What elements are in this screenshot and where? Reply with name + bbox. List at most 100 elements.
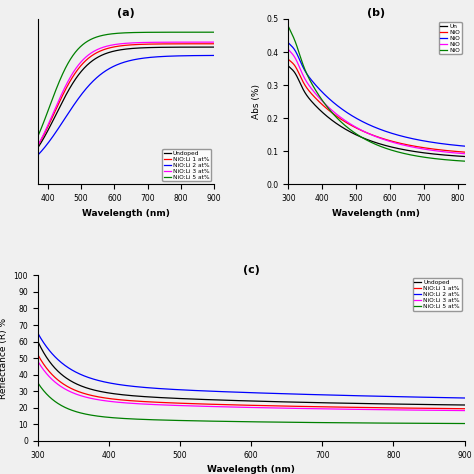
Line: NiO:Li 2 at%: NiO:Li 2 at%	[288, 43, 465, 146]
NiO:Li 1 at%	[285, 56, 291, 62]
Undoped	[320, 400, 326, 406]
NiO:Li 1 at%	[110, 396, 116, 402]
Legend: Undoped, NiO:Li 1 at%, NiO:Li 2 at%, NiO:Li 3 at%, NiO:Li 5 at%: Undoped, NiO:Li 1 at%, NiO:Li 2 at%, NiO…	[163, 149, 211, 182]
NiO:Li 5 at%	[119, 30, 125, 36]
NiO:Li 1 at%	[365, 130, 371, 136]
NiO:Li 3 at%	[35, 358, 41, 364]
NiO:Li 2 at%	[180, 53, 185, 59]
NiO:Li 2 at%	[365, 121, 371, 127]
NiO:Li 2 at%	[331, 100, 337, 105]
Line: NiO:Li 5 at%: NiO:Li 5 at%	[38, 383, 465, 424]
NiO:Li 3 at%	[140, 40, 146, 46]
NiO:Li 2 at%	[207, 53, 213, 58]
Line: NiO:Li 3 at%: NiO:Li 3 at%	[38, 361, 465, 410]
NiO:Li 3 at%	[317, 95, 322, 101]
NiO:Li 1 at%	[331, 111, 337, 117]
NiO:Li 5 at%	[389, 147, 395, 153]
Undoped	[317, 107, 322, 112]
NiO:Li 1 at%	[320, 404, 326, 410]
Undoped	[110, 391, 116, 396]
NiO:Li 3 at%	[356, 407, 362, 412]
NiO:Li 3 at%	[145, 401, 150, 407]
Line: NiO:Li 5 at%: NiO:Li 5 at%	[38, 32, 214, 136]
NiO:Li 2 at%	[418, 137, 424, 143]
NiO:Li 3 at%	[119, 41, 125, 46]
NiO:Li 5 at%	[35, 133, 41, 139]
NiO:Li 2 at%	[462, 395, 467, 401]
NiO:Li 3 at%	[462, 408, 467, 413]
NiO:Li 5 at%	[418, 154, 424, 160]
NiO:Li 5 at%	[35, 380, 41, 386]
Line: NiO:Li 1 at%: NiO:Li 1 at%	[38, 355, 465, 409]
Undoped	[462, 154, 467, 159]
Title: (c): (c)	[243, 264, 260, 274]
NiO:Li 5 at%	[110, 415, 116, 420]
NiO:Li 2 at%	[145, 385, 150, 391]
Undoped	[180, 44, 185, 50]
NiO:Li 1 at%	[35, 143, 41, 148]
NiO:Li 1 at%	[286, 403, 292, 409]
Legend: Un, NiO, NiO, NiO, NiO: Un, NiO, NiO, NiO, NiO	[438, 22, 462, 55]
NiO:Li 5 at%	[228, 419, 234, 424]
NiO:Li 2 at%	[317, 86, 322, 92]
NiO:Li 3 at%	[418, 146, 424, 151]
Undoped	[35, 339, 41, 345]
Undoped	[365, 137, 371, 143]
NiO:Li 1 at%	[120, 43, 126, 48]
X-axis label: Wavelength (nm): Wavelength (nm)	[82, 209, 170, 218]
NiO:Li 1 at%	[356, 405, 362, 410]
NiO:Li 1 at%	[130, 42, 136, 47]
NiO:Li 5 at%	[317, 93, 322, 99]
Undoped	[145, 394, 150, 400]
NiO:Li 2 at%	[286, 391, 292, 397]
Line: NiO:Li 1 at%: NiO:Li 1 at%	[38, 44, 214, 146]
NiO:Li 5 at%	[120, 30, 126, 36]
NiO:Li 2 at%	[403, 134, 409, 140]
NiO:Li 2 at%	[140, 55, 146, 61]
Line: Undoped: Undoped	[288, 66, 465, 156]
NiO:Li 2 at%	[285, 40, 291, 46]
NiO:Li 1 at%	[462, 149, 467, 155]
NiO:Li 1 at%	[180, 41, 185, 46]
NiO:Li 3 at%	[180, 39, 185, 45]
Undoped	[130, 46, 136, 51]
Undoped	[403, 147, 409, 153]
NiO:Li 2 at%	[320, 392, 326, 398]
NiO:Li 5 at%	[145, 417, 150, 422]
NiO:Li 2 at%	[35, 152, 41, 158]
NiO:Li 3 at%	[389, 139, 395, 145]
NiO:Li 5 at%	[140, 29, 146, 35]
NiO:Li 1 at%	[35, 352, 41, 358]
NiO:Li 5 at%	[130, 30, 136, 36]
Line: Undoped: Undoped	[38, 47, 214, 147]
NiO:Li 2 at%	[119, 60, 125, 66]
Undoped	[418, 150, 424, 155]
NiO:Li 3 at%	[228, 404, 234, 410]
NiO:Li 3 at%	[286, 405, 292, 411]
NiO:Li 2 at%	[462, 143, 467, 149]
NiO:Li 2 at%	[120, 60, 126, 65]
NiO:Li 3 at%	[462, 151, 467, 156]
Undoped	[389, 144, 395, 150]
NiO:Li 5 at%	[320, 420, 326, 426]
NiO:Li 5 at%	[356, 420, 362, 426]
NiO:Li 2 at%	[356, 393, 362, 399]
Undoped	[462, 402, 467, 408]
Undoped	[228, 398, 234, 403]
NiO:Li 5 at%	[365, 138, 371, 144]
NiO:Li 2 at%	[211, 53, 217, 58]
Undoped	[207, 44, 213, 50]
NiO:Li 1 at%	[228, 402, 234, 408]
Title: (b): (b)	[367, 8, 385, 18]
NiO:Li 5 at%	[286, 419, 292, 425]
NiO:Li 1 at%	[207, 41, 213, 46]
Undoped	[35, 145, 41, 150]
NiO:Li 3 at%	[403, 143, 409, 148]
NiO:Li 3 at%	[211, 39, 217, 45]
Line: NiO:Li 3 at%: NiO:Li 3 at%	[288, 49, 465, 154]
Undoped	[211, 44, 217, 50]
NiO:Li 5 at%	[462, 158, 467, 164]
X-axis label: Wavelength (nm): Wavelength (nm)	[207, 465, 295, 474]
Line: NiO:Li 1 at%: NiO:Li 1 at%	[288, 59, 465, 152]
Y-axis label: Reflectance (R) %: Reflectance (R) %	[0, 318, 8, 399]
